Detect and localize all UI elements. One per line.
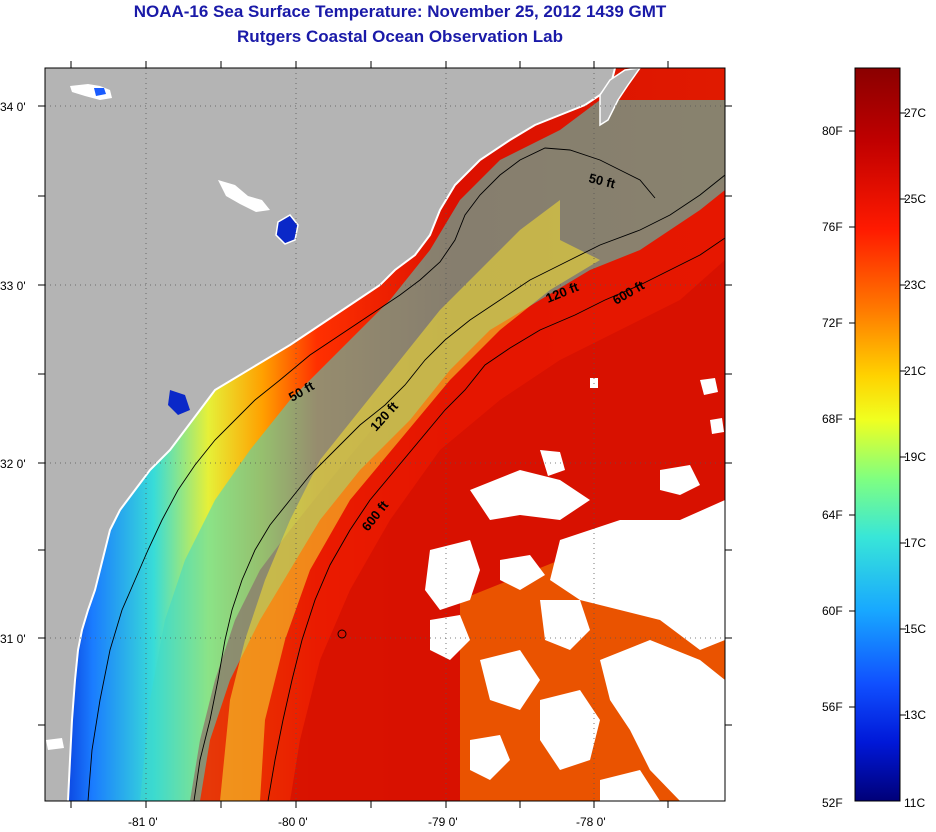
inland-lake bbox=[275, 214, 299, 245]
lat-label: 32 0' bbox=[0, 457, 26, 471]
lat-label: 34 0' bbox=[0, 100, 26, 114]
colorbar-label-c: 17C bbox=[904, 536, 927, 550]
graticule bbox=[45, 68, 725, 801]
lat-label: 31 0' bbox=[0, 632, 26, 646]
colorbar-label-f: 72F bbox=[822, 316, 843, 330]
colorbar-label-c: 13C bbox=[904, 708, 927, 722]
colorbar-label-c: 19C bbox=[904, 450, 927, 464]
inland-lake bbox=[46, 738, 64, 750]
colorbar-label-f: 52F bbox=[822, 796, 843, 810]
colorbar-label-f: 56F bbox=[822, 700, 843, 714]
map-frame bbox=[44, 67, 726, 802]
inland-lake bbox=[168, 390, 190, 415]
colorbar-label-f: 80F bbox=[822, 124, 843, 138]
land-mass bbox=[45, 68, 615, 801]
lat-ticks bbox=[38, 105, 732, 726]
colorbar-label-f: 60F bbox=[822, 604, 843, 618]
lon-ticks bbox=[70, 61, 669, 808]
inland-lake bbox=[218, 180, 270, 212]
colorbar-label-c: 21C bbox=[904, 364, 927, 378]
colorbar-label-c: 23C bbox=[904, 278, 927, 292]
cloud-cover bbox=[425, 378, 725, 801]
lon-label: -78 0' bbox=[576, 815, 606, 829]
inland-lake bbox=[94, 88, 106, 96]
lon-label: -81 0' bbox=[128, 815, 158, 829]
contour-50ft bbox=[87, 147, 656, 801]
colorbar-label-f: 76F bbox=[822, 220, 843, 234]
colorbar-label-c: 11C bbox=[904, 796, 926, 810]
colorbar-ticks bbox=[849, 112, 906, 716]
coastline bbox=[67, 68, 616, 801]
lon-label: -79 0' bbox=[428, 815, 458, 829]
contour-120ft bbox=[193, 174, 725, 801]
contour-lines bbox=[87, 147, 725, 801]
contour-label: 50 ft bbox=[587, 170, 617, 191]
colorbar-label-f: 68F bbox=[822, 412, 843, 426]
lat-label: 33 0' bbox=[0, 279, 26, 293]
barrier-island bbox=[599, 68, 641, 127]
map-subtitle: Rutgers Coastal Ocean Observation Lab bbox=[237, 27, 563, 46]
colorbar bbox=[854, 67, 901, 802]
colorbar-label-c: 27C bbox=[904, 106, 927, 120]
contour-600ft bbox=[267, 237, 725, 801]
lon-label: -80 0' bbox=[278, 815, 308, 829]
colorbar-label-f: 64F bbox=[822, 508, 843, 522]
colorbar-label-c: 25C bbox=[904, 192, 927, 206]
map-title: NOAA-16 Sea Surface Temperature: Novembe… bbox=[133, 2, 667, 21]
colorbar-label-c: 15C bbox=[904, 622, 927, 636]
